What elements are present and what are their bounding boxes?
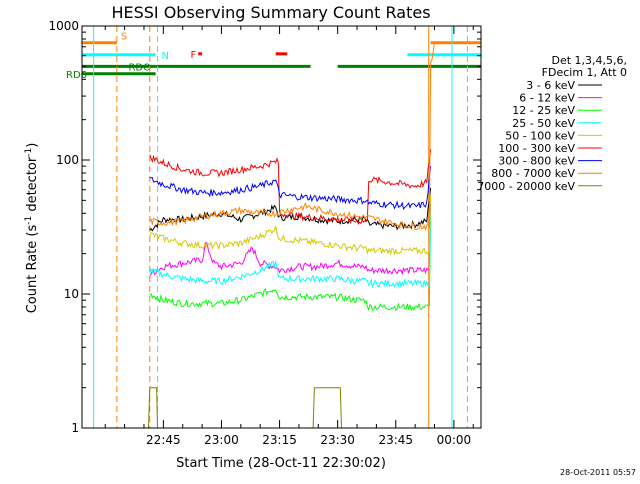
series-line bbox=[149, 213, 432, 312]
legend: Det 1,3,4,5,6,FDecim 1, Att 03 - 6 keV6 … bbox=[477, 54, 627, 193]
legend-entry-label: 12 - 25 keV bbox=[512, 104, 575, 117]
timestamp-label: 28-Oct-2011 05:57 bbox=[560, 468, 636, 477]
y-axis-label-sup2: -1 bbox=[24, 148, 34, 157]
series-layer bbox=[145, 42, 435, 429]
legend-entry-label: 7000 - 20000 keV bbox=[477, 180, 575, 193]
y-tick-label: 10 bbox=[64, 287, 79, 301]
legend-header: FDecim 1, Att 0 bbox=[542, 66, 627, 79]
series-line bbox=[310, 387, 342, 429]
flag-layer: S N F RDO RD6 bbox=[66, 32, 481, 81]
y-tick-label: 1 bbox=[71, 421, 79, 435]
axis-layer: 1 10 100 1000 22:45 23:00 23:15 23:30 23:45 00:00 bbox=[48, 19, 482, 447]
x-tick-label: 22:45 bbox=[146, 433, 181, 447]
flag-label-rd6: RD6 bbox=[66, 70, 87, 81]
legend-entry-label: 300 - 800 keV bbox=[498, 155, 575, 168]
legend-entry-label: 6 - 12 keV bbox=[519, 92, 575, 105]
x-tick-label: 23:15 bbox=[262, 433, 297, 447]
series-line bbox=[145, 387, 158, 429]
flag-label-s: S bbox=[121, 32, 127, 43]
series-line bbox=[149, 166, 432, 211]
x-tick-label: 23:45 bbox=[378, 433, 413, 447]
legend-entry-label: 800 - 7000 keV bbox=[491, 167, 575, 180]
legend-entry-label: 25 - 50 keV bbox=[512, 117, 575, 130]
x-tick-label: 23:00 bbox=[204, 433, 239, 447]
x-tick-label: 23:30 bbox=[320, 433, 355, 447]
series-line bbox=[149, 213, 432, 289]
flag-label-n: N bbox=[162, 51, 169, 62]
legend-header: Det 1,3,4,5,6, bbox=[551, 54, 627, 67]
x-tick-label: 00:00 bbox=[437, 433, 472, 447]
flag-label-f: F bbox=[190, 50, 196, 61]
y-axis-label-end: ) bbox=[25, 143, 40, 148]
series-line bbox=[149, 42, 435, 232]
y-axis-label-sup1: -1 bbox=[24, 216, 34, 225]
series-line bbox=[149, 194, 432, 257]
legend-entry-label: 3 - 6 keV bbox=[526, 79, 575, 92]
y-tick-label: 1000 bbox=[48, 19, 79, 33]
flag-label-rdo: RDO bbox=[128, 62, 151, 73]
x-axis-label: Start Time (28-Oct-11 22:30:02) bbox=[176, 456, 386, 471]
legend-entry-label: 50 - 100 keV bbox=[505, 129, 575, 142]
svg-text:Count Rate (s-1 detector-1): Count Rate (s-1 detector-1) bbox=[24, 143, 40, 314]
plot-frame bbox=[81, 25, 482, 429]
y-axis-label-mid: detector bbox=[25, 156, 40, 216]
series-line bbox=[149, 200, 432, 276]
y-axis-label-main: Count Rate (s bbox=[25, 225, 40, 314]
legend-entry-label: 100 - 300 keV bbox=[498, 142, 575, 155]
y-tick-label: 100 bbox=[56, 153, 79, 167]
y-axis-label: Count Rate (s-1 detector-1) bbox=[24, 143, 40, 314]
chart-title: HESSI Observing Summary Count Rates bbox=[111, 3, 430, 22]
